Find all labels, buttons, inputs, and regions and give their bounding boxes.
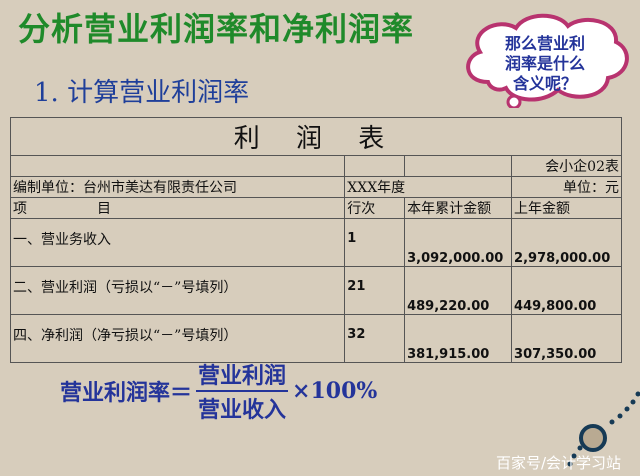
row-current: 489,220.00 [404, 266, 513, 315]
row-item: 四、净利润（净亏损以“－”号填列） [9, 314, 346, 363]
row-line: 21 [344, 266, 406, 315]
bubble-line: 含义呢？ [512, 74, 577, 93]
table-header: 项 目 行次 本年累计金额 上年金额 [9, 197, 622, 219]
row-current: 3,092,000.00 [404, 218, 513, 267]
header-prior: 上年金额 [511, 197, 622, 219]
formula-lhs: 营业利润率＝ [60, 380, 193, 406]
slide-title: 分析营业利润率和净利润率 [18, 10, 415, 48]
table-row: 一、营业务收入 1 3,092,000.00 2,978,000.00 [9, 218, 622, 267]
table-row: 四、净利润（净亏损以“－”号填列） 32 381,915.00 307,350.… [9, 314, 622, 363]
table-title: 利 润 表 [10, 117, 622, 156]
unit: 单位：元 [511, 176, 622, 198]
row-line: 1 [344, 218, 406, 267]
bubble-line: 那么营业利 [504, 34, 585, 53]
header-line: 行次 [344, 197, 406, 219]
company: 编制单位：台州市美达有限责任公司 [9, 176, 346, 198]
period: XXX年度 [344, 176, 513, 198]
formula: 营业利润率＝ 营业利润 营业收入 ×100% [60, 358, 377, 424]
income-statement-table: 利 润 表 会小企02表 编制单位：台州市美达有限责任公司 XXX年度 单位：元 项… [9, 117, 622, 363]
row-item: 二、营业利润（亏损以“－”号填列） [9, 266, 346, 315]
row-prior: 307,350.00 [511, 314, 622, 363]
decorative-dots-icon [567, 391, 640, 467]
formula-numerator: 营业利润 [196, 358, 289, 392]
bubble-line: 润率是什么 [504, 54, 585, 73]
slide-subtitle: 1. 计算营业利润率 [34, 78, 250, 108]
formula-denominator: 营业收入 [198, 397, 287, 423]
header-current: 本年累计金额 [404, 197, 513, 219]
thought-bubble-icon [466, 13, 629, 108]
formula-fraction: 营业利润 营业收入 [196, 358, 289, 424]
bubble-text: 那么营业利 润率是什么 含义呢？ [480, 34, 610, 94]
row-prior: 2,978,000.00 [511, 218, 622, 267]
header-item: 项 目 [9, 197, 346, 219]
row-prior: 449,800.00 [511, 266, 622, 315]
table-row: 二、营业利润（亏损以“－”号填列） 21 489,220.00 449,800.… [9, 266, 622, 315]
row-current: 381,915.00 [404, 314, 513, 363]
formula-multiplier: ×100% [292, 378, 378, 404]
row-line: 32 [344, 314, 406, 363]
form-code: 会小企02表 [511, 155, 622, 177]
row-item: 一、营业务收入 [9, 218, 346, 267]
watermark: 百家号/会计学习站 [496, 454, 622, 472]
